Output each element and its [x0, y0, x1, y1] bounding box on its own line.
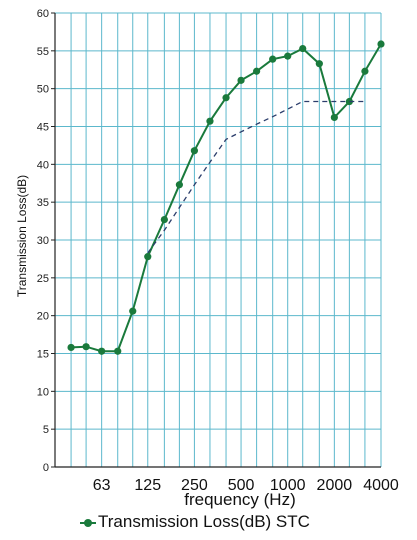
series-layer: [67, 40, 385, 355]
stc-line: [147, 100, 365, 254]
x-tick-label: 63: [93, 477, 111, 494]
transmission-loss-point: [190, 147, 199, 155]
transmission-loss-point: [206, 117, 214, 125]
transmission-loss-point: [129, 307, 137, 315]
transmission-loss-point: [114, 347, 122, 355]
x-axis-label: frequency (Hz): [184, 490, 295, 509]
axes: 0 5 10 15 20 25 30 35 40 45 50 55 60 63 125 250 500 1000 2…: [37, 8, 399, 494]
legend: Transmission Loss(dB) STC: [80, 512, 310, 532]
y-tick-label: 30: [37, 235, 49, 247]
transmission-loss-point: [315, 60, 323, 68]
grid: [54, 12, 382, 468]
y-tick-label: 5: [43, 424, 49, 436]
transmission-loss-point: [284, 52, 292, 60]
legend-marker-icon: [80, 518, 96, 528]
transmission-loss-point: [377, 40, 385, 48]
transmission-loss-point: [253, 67, 261, 75]
transmission-loss-point: [160, 215, 168, 224]
transmission-loss-point: [98, 347, 106, 355]
transmission-loss-point: [175, 181, 183, 189]
transmission-loss-point: [82, 343, 90, 351]
y-tick-label: 55: [37, 46, 49, 58]
transmission-loss-point: [299, 44, 307, 53]
y-tick-label: 10: [37, 386, 49, 398]
y-tick-label: 20: [37, 311, 49, 323]
y-axis-label: Transmission Loss(dB): [15, 175, 29, 297]
y-tick-label: 0: [43, 462, 49, 474]
y-tick-label: 40: [37, 159, 49, 171]
transmission-loss-point: [67, 343, 75, 352]
transmission-loss-point: [330, 113, 338, 122]
y-tick-label: 60: [37, 8, 49, 20]
x-tick-label: 2000: [317, 477, 353, 494]
y-tick-label: 35: [37, 197, 49, 209]
x-tick-label: 250: [181, 477, 208, 494]
y-tick-label: 25: [37, 273, 49, 285]
x-tick-label: 500: [228, 477, 255, 494]
y-tick-label: 15: [37, 349, 49, 361]
transmission-loss-point: [269, 55, 277, 63]
legend-label: Transmission Loss(dB) STC: [98, 512, 310, 531]
transmission-loss-point: [237, 76, 245, 84]
x-tick-label: 1000: [270, 477, 306, 494]
y-tick-label: 50: [37, 84, 49, 96]
transmission-loss-point: [222, 94, 230, 102]
x-tick-label: 125: [134, 477, 161, 494]
transmission-loss-point: [144, 253, 152, 261]
x-tick-label: 4000: [363, 477, 399, 494]
transmission-loss-point: [361, 67, 369, 75]
y-tick-label: 45: [37, 122, 49, 134]
